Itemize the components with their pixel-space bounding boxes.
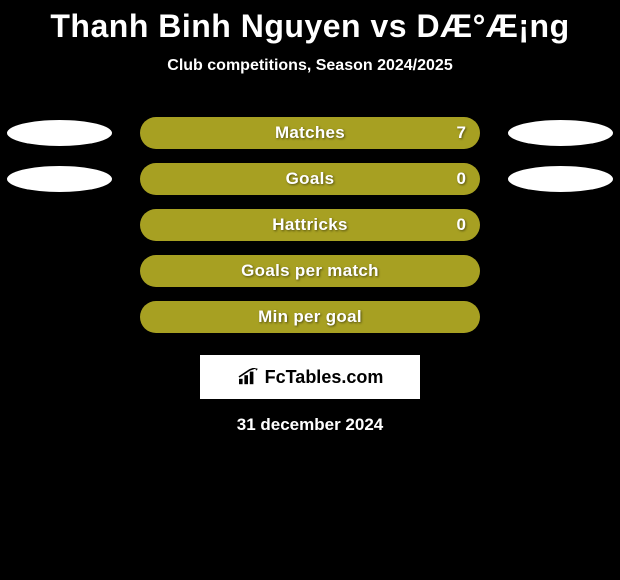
stat-row: Goals per match <box>0 255 620 287</box>
subtitle: Club competitions, Season 2024/2025 <box>0 57 620 75</box>
stat-label: Goals per match <box>241 261 379 281</box>
stat-value: 0 <box>457 169 466 189</box>
player-ellipse-left <box>7 120 112 146</box>
player-ellipse-left <box>7 166 112 192</box>
stat-bar: Goals per match <box>140 255 480 287</box>
stat-bar: Hattricks 0 <box>140 209 480 241</box>
stat-row: Matches 7 <box>0 117 620 149</box>
stat-rows: Matches 7 Goals 0 Hattricks 0 Goals per match M… <box>0 117 620 333</box>
chart-icon <box>237 368 259 386</box>
stat-value: 7 <box>457 123 466 143</box>
page-title: Thanh Binh Nguyen vs DÆ°Æ¡ng <box>0 8 620 45</box>
player-ellipse-right <box>508 166 613 192</box>
logo-box: FcTables.com <box>200 355 420 399</box>
comparison-card: Thanh Binh Nguyen vs DÆ°Æ¡ng Club compet… <box>0 0 620 435</box>
player-ellipse-right <box>508 120 613 146</box>
stat-value: 0 <box>457 215 466 235</box>
stat-row: Goals 0 <box>0 163 620 195</box>
stat-label: Hattricks <box>272 215 347 235</box>
stat-row: Hattricks 0 <box>0 209 620 241</box>
stat-row: Min per goal <box>0 301 620 333</box>
stat-label: Matches <box>275 123 345 143</box>
footer-date: 31 december 2024 <box>0 415 620 435</box>
stat-bar: Goals 0 <box>140 163 480 195</box>
logo-text: FcTables.com <box>265 367 384 388</box>
stat-label: Goals <box>286 169 335 189</box>
stat-bar: Matches 7 <box>140 117 480 149</box>
stat-label: Min per goal <box>258 307 362 327</box>
stat-bar: Min per goal <box>140 301 480 333</box>
